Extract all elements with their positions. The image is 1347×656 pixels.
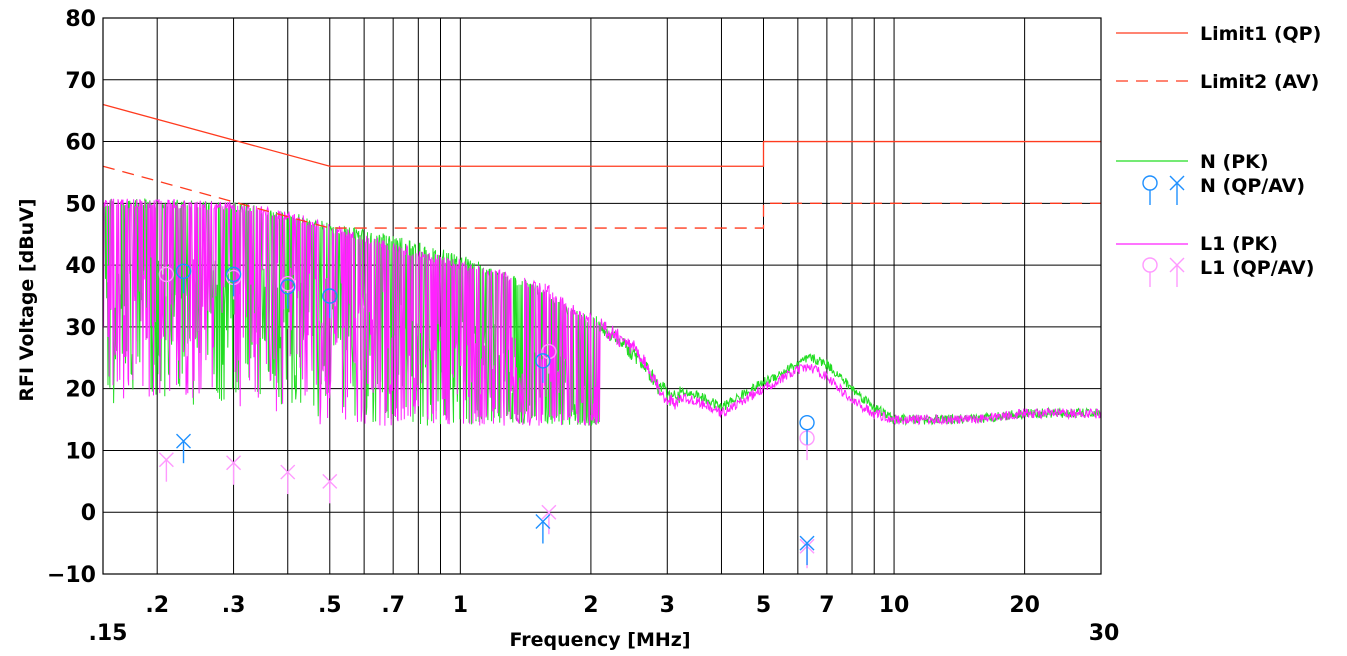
x-tick-label: .7 xyxy=(381,593,405,618)
l1-av-marker xyxy=(226,455,242,485)
n-qp-marker xyxy=(322,288,338,318)
l1-av-marker xyxy=(280,464,296,495)
n-qp-marker xyxy=(799,414,815,445)
x-axis-label: Frequency [MHz] xyxy=(509,629,690,651)
n-qp-marker xyxy=(280,279,296,309)
x-tick-label: .3 xyxy=(222,593,246,618)
legend-label: Limit1 (QP) xyxy=(1200,23,1321,45)
qp-av-markers xyxy=(158,263,815,569)
legend-label: Limit2 (AV) xyxy=(1200,71,1319,93)
legend-l1-av-marker xyxy=(1169,257,1185,287)
legend-n-qp-marker xyxy=(1142,175,1158,205)
legend-label: L1 (PK) xyxy=(1200,233,1278,255)
n-qp-marker xyxy=(535,353,551,383)
legend: Limit1 (QP) Limit2 (AV) N (PK)N (QP/AV) L1 … xyxy=(1116,23,1321,287)
n-av-marker xyxy=(799,535,815,566)
x-tick-label: 2 xyxy=(583,593,598,618)
x-tick-label: .15 xyxy=(89,621,128,646)
l1-qp-marker xyxy=(158,266,175,297)
legend-n-av-marker xyxy=(1169,175,1185,205)
x-tick-label: .5 xyxy=(318,593,342,618)
measurement-traces xyxy=(102,198,1102,426)
y-tick-label: 60 xyxy=(65,131,96,156)
x-tick-label: 7 xyxy=(819,593,834,618)
y-tick-label: 30 xyxy=(65,316,96,341)
plot-border xyxy=(102,17,1102,575)
y-tick-label: 20 xyxy=(65,378,96,403)
legend-l1-qp-marker xyxy=(1142,257,1158,287)
n-qp-marker xyxy=(225,266,242,297)
y-axis-label: RFI Voltage [dBuV] xyxy=(16,198,38,401)
x-tick-label: 30 xyxy=(1089,621,1120,646)
legend-label: N (PK) xyxy=(1200,151,1269,173)
x-tick-label: 10 xyxy=(879,593,910,618)
n-av-marker xyxy=(535,513,551,544)
y-tick-label: 50 xyxy=(65,192,96,217)
x-tick-label: 3 xyxy=(660,593,675,618)
n-qp-marker xyxy=(175,263,192,294)
y-tick-label: 10 xyxy=(65,439,96,464)
plot-frame xyxy=(102,17,1102,575)
n-av-marker xyxy=(176,433,192,464)
legend-label: L1 (QP/AV) xyxy=(1200,257,1314,279)
x-tick-label: 1 xyxy=(453,593,468,618)
tick-labels: 80 70 60 50 40 30 20 10 0 −10 .15 .2 .3 .5 .7 1 2 3 5 7 10 20… xyxy=(47,7,1119,646)
limit1-qp-line xyxy=(102,103,1101,167)
l1-pk-trace xyxy=(102,198,1102,426)
l1-av-marker xyxy=(322,473,338,504)
y-tick-label: 80 xyxy=(65,7,96,32)
x-tick-label: 5 xyxy=(756,593,771,618)
x-tick-label: .2 xyxy=(145,593,169,618)
limit2-av-line xyxy=(102,165,1101,229)
x-tick-label: 20 xyxy=(1009,593,1040,618)
l1-av-marker xyxy=(158,452,174,482)
y-tick-label: −10 xyxy=(47,563,96,588)
legend-label: N (QP/AV) xyxy=(1200,175,1305,197)
y-tick-label: 0 xyxy=(81,501,96,526)
y-tick-label: 40 xyxy=(65,254,96,279)
limit-lines xyxy=(102,103,1101,229)
y-tick-label: 70 xyxy=(65,69,96,94)
